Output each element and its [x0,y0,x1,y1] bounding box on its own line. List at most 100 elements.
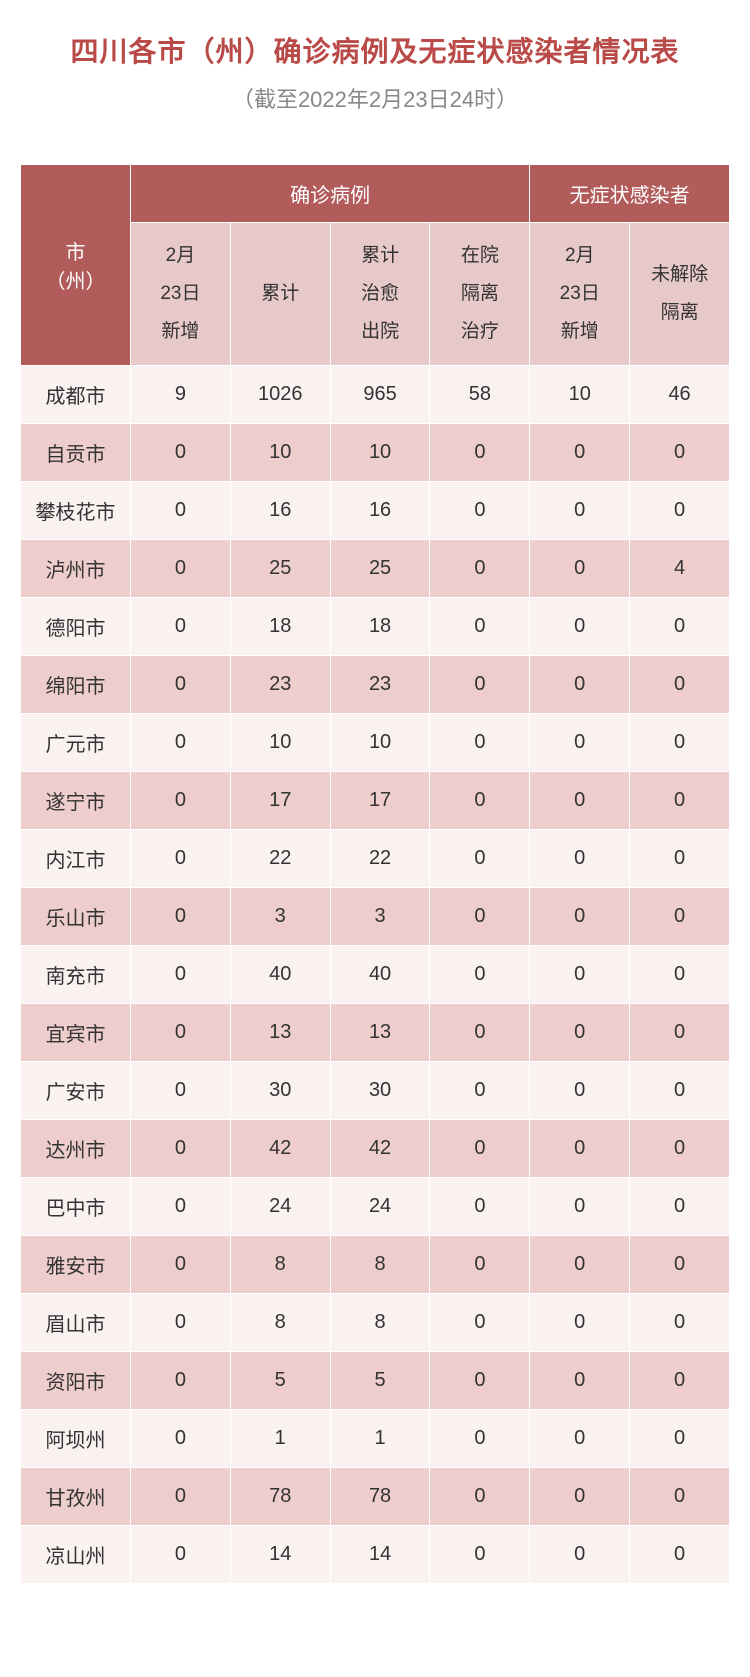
cell-c5: 0 [530,1410,630,1468]
cell-c2: 18 [230,598,330,656]
cell-c6: 0 [630,1294,730,1352]
cell-city: 广元市 [21,714,131,772]
cell-c6: 0 [630,772,730,830]
cell-c1: 0 [131,598,231,656]
cell-c5: 0 [530,1062,630,1120]
cell-c6: 0 [630,1468,730,1526]
header-group2: 无症状感染者 [530,165,730,223]
cell-c4: 0 [430,1236,530,1294]
cell-city: 攀枝花市 [21,482,131,540]
cell-c1: 0 [131,1294,231,1352]
cell-c6: 0 [630,482,730,540]
cell-c4: 0 [430,540,530,598]
table-row: 广安市03030000 [21,1062,730,1120]
cell-c3: 24 [330,1178,430,1236]
cell-c6: 0 [630,1352,730,1410]
cell-c3: 965 [330,366,430,424]
cell-c6: 0 [630,1410,730,1468]
cell-c1: 0 [131,1004,231,1062]
cell-c6: 46 [630,366,730,424]
cell-c3: 8 [330,1294,430,1352]
cell-c3: 3 [330,888,430,946]
cell-c5: 0 [530,830,630,888]
cell-city: 宜宾市 [21,1004,131,1062]
cell-c2: 22 [230,830,330,888]
cell-c6: 0 [630,946,730,1004]
cell-city: 巴中市 [21,1178,131,1236]
cell-c3: 14 [330,1526,430,1584]
cases-table: 市（州） 确诊病例 无症状感染者 2月23日新增 累计 累计治愈出院 在院隔离治… [20,164,730,1584]
cell-city: 阿坝州 [21,1410,131,1468]
header-sub-0: 2月23日新增 [131,223,231,366]
cell-c3: 17 [330,772,430,830]
cell-c3: 10 [330,424,430,482]
cell-c3: 40 [330,946,430,1004]
cell-city: 德阳市 [21,598,131,656]
cell-c1: 0 [131,946,231,1004]
cell-c6: 0 [630,830,730,888]
cell-c4: 0 [430,772,530,830]
cell-c3: 8 [330,1236,430,1294]
cell-c2: 8 [230,1294,330,1352]
cell-c2: 5 [230,1352,330,1410]
cell-c5: 0 [530,1468,630,1526]
cell-c4: 0 [430,1352,530,1410]
cell-c1: 0 [131,714,231,772]
cell-c6: 0 [630,1120,730,1178]
cell-city: 广安市 [21,1062,131,1120]
cell-city: 乐山市 [21,888,131,946]
cell-city: 绵阳市 [21,656,131,714]
cell-c4: 0 [430,1062,530,1120]
cell-c2: 40 [230,946,330,1004]
cell-c2: 17 [230,772,330,830]
cell-c4: 0 [430,1410,530,1468]
cell-city: 泸州市 [21,540,131,598]
cell-c5: 0 [530,1294,630,1352]
cell-c5: 0 [530,1178,630,1236]
cell-c4: 0 [430,656,530,714]
cell-c4: 0 [430,482,530,540]
cell-c5: 0 [530,1352,630,1410]
cell-c3: 10 [330,714,430,772]
cell-c4: 0 [430,1526,530,1584]
table-row: 南充市04040000 [21,946,730,1004]
table-row: 乐山市033000 [21,888,730,946]
cell-city: 自贡市 [21,424,131,482]
cell-c5: 10 [530,366,630,424]
cell-c5: 0 [530,482,630,540]
cell-city: 达州市 [21,1120,131,1178]
cell-c5: 0 [530,1526,630,1584]
cell-c4: 0 [430,888,530,946]
table-row: 内江市02222000 [21,830,730,888]
cell-c2: 14 [230,1526,330,1584]
table-row: 宜宾市01313000 [21,1004,730,1062]
cell-c1: 0 [131,1062,231,1120]
cell-c3: 42 [330,1120,430,1178]
cell-c1: 0 [131,772,231,830]
cell-c1: 0 [131,1120,231,1178]
cell-c2: 1 [230,1410,330,1468]
table-row: 广元市01010000 [21,714,730,772]
table-row: 达州市04242000 [21,1120,730,1178]
cell-c2: 78 [230,1468,330,1526]
cell-c6: 0 [630,1236,730,1294]
cell-c2: 3 [230,888,330,946]
header-sub-3: 在院隔离治疗 [430,223,530,366]
cell-c5: 0 [530,1004,630,1062]
cell-c6: 0 [630,424,730,482]
cell-c2: 30 [230,1062,330,1120]
table-row: 眉山市088000 [21,1294,730,1352]
header-sub-2: 累计治愈出院 [330,223,430,366]
cell-c4: 0 [430,946,530,1004]
cell-c5: 0 [530,1120,630,1178]
cell-c6: 0 [630,1062,730,1120]
cell-c5: 0 [530,714,630,772]
cell-c5: 0 [530,1236,630,1294]
cell-c1: 0 [131,1468,231,1526]
cell-c3: 25 [330,540,430,598]
cell-c4: 0 [430,1468,530,1526]
cell-c2: 23 [230,656,330,714]
cell-city: 甘孜州 [21,1468,131,1526]
cell-c2: 10 [230,424,330,482]
cell-city: 凉山州 [21,1526,131,1584]
